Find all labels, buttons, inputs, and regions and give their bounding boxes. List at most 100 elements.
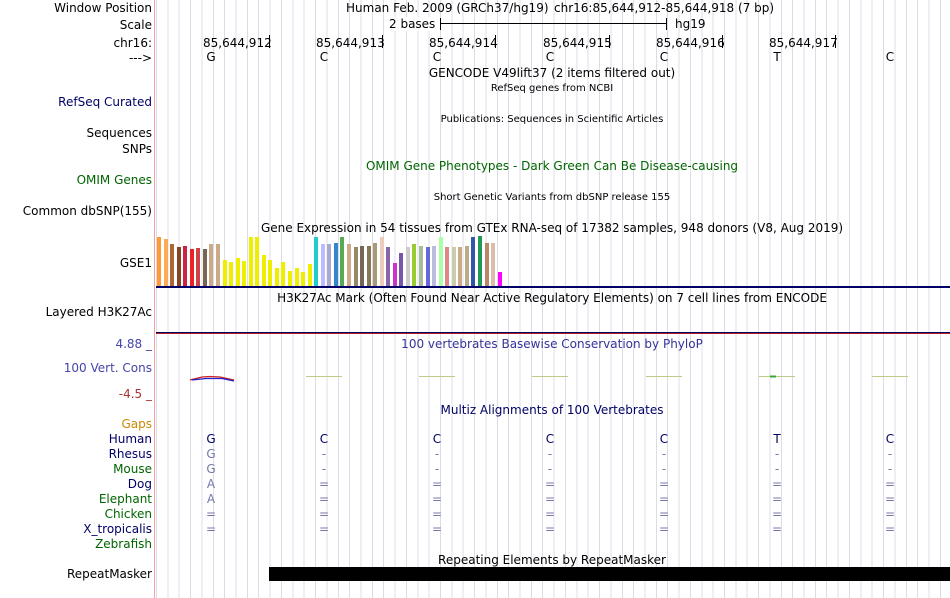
gtex-tissue-bar[interactable]: [202, 249, 207, 286]
gtex-track-title[interactable]: Gene Expression in 54 tissues from GTEx …: [260, 221, 844, 235]
alignment-base: =: [884, 522, 896, 536]
alignment-base: =: [771, 507, 783, 521]
gtex-tissue-bar[interactable]: [261, 255, 266, 286]
label-gse1[interactable]: GSE1: [119, 256, 152, 270]
repeatmasker-element[interactable]: [269, 567, 950, 581]
gtex-tissue-bar[interactable]: [392, 263, 397, 286]
gtex-tissue-bar[interactable]: [327, 244, 332, 286]
phylop-track-title[interactable]: 100 vertebrates Basewise Conservation by…: [401, 337, 703, 351]
gtex-tissue-bar[interactable]: [307, 264, 312, 286]
gtex-tissue-bar[interactable]: [301, 272, 306, 286]
base-letter: G: [206, 50, 216, 64]
label-repeatmasker[interactable]: RepeatMasker: [66, 567, 152, 581]
gtex-tissue-bar[interactable]: [386, 247, 391, 286]
gtex-tissue-bar[interactable]: [209, 244, 214, 286]
ruler-tick: [269, 35, 270, 48]
alignment-base: -: [661, 447, 667, 461]
gtex-tissue-bar[interactable]: [333, 243, 338, 286]
gtex-tissue-bar[interactable]: [445, 247, 450, 286]
label-chrom: chr16:: [113, 36, 152, 50]
multiz-track-title[interactable]: Multiz Alignments of 100 Vertebrates: [440, 403, 664, 417]
species-label[interactable]: Elephant: [98, 492, 152, 506]
species-label[interactable]: Zebrafish: [95, 537, 152, 551]
gtex-tissue-bar[interactable]: [320, 244, 325, 286]
gtex-tissue-bar[interactable]: [268, 260, 273, 286]
gtex-tissue-bar[interactable]: [360, 246, 365, 286]
gtex-tissue-bar[interactable]: [235, 258, 240, 286]
gtex-tissue-bar[interactable]: [432, 246, 437, 286]
gtex-tissue-bar[interactable]: [196, 248, 201, 286]
species-label[interactable]: Mouse: [113, 462, 152, 476]
gtex-tissue-bar[interactable]: [366, 246, 371, 286]
alignment-base: =: [884, 492, 896, 506]
gtex-tissue-bar[interactable]: [405, 247, 410, 286]
species-label[interactable]: Dog: [127, 477, 152, 491]
gtex-tissue-bar[interactable]: [314, 237, 319, 286]
repeatmasker-track-title[interactable]: Repeating Elements by RepeatMasker: [438, 553, 666, 567]
phylop-conservation-plot[interactable]: [156, 365, 950, 387]
gtex-tissue-bar[interactable]: [484, 243, 489, 286]
gtex-tissue-bar[interactable]: [255, 237, 260, 286]
label-gaps[interactable]: Gaps: [121, 417, 152, 431]
gtex-tissue-bar[interactable]: [163, 239, 168, 286]
label-cons-min: -4.5 _: [118, 387, 152, 401]
gtex-tissue-bar[interactable]: [274, 268, 279, 286]
gtex-tissue-bar[interactable]: [176, 247, 181, 286]
gtex-tissue-bar[interactable]: [281, 262, 286, 286]
gtex-tissue-bar[interactable]: [373, 243, 378, 286]
label-sequences[interactable]: Sequences: [86, 126, 152, 140]
gtex-tissue-bar[interactable]: [242, 261, 247, 286]
gtex-tissue-bar[interactable]: [229, 262, 234, 286]
gtex-tissue-bar[interactable]: [215, 244, 220, 286]
gtex-tissue-bar[interactable]: [464, 246, 469, 286]
alignment-base: =: [431, 522, 443, 536]
gtex-tissue-bar[interactable]: [458, 247, 463, 286]
gtex-tissue-bar[interactable]: [340, 237, 345, 286]
label-layered-h3k27ac[interactable]: Layered H3K27Ac: [45, 305, 152, 319]
dbsnp-track-title[interactable]: Short Genetic Variants from dbSNP releas…: [433, 192, 671, 203]
base-letter: C: [659, 50, 669, 64]
species-label[interactable]: X_tropicalis: [83, 522, 152, 536]
species-label[interactable]: Chicken: [104, 507, 152, 521]
gtex-tissue-bar[interactable]: [438, 237, 443, 286]
gtex-tissue-bar[interactable]: [412, 244, 417, 286]
h3k27ac-track-title[interactable]: H3K27Ac Mark (Often Found Near Active Re…: [277, 291, 827, 305]
gtex-baseline: [156, 286, 950, 288]
gtex-tissue-bar[interactable]: [471, 237, 476, 286]
gtex-bar-chart[interactable]: [156, 236, 950, 286]
gencode-track-title[interactable]: GENCODE V49lift37 (2 items filtered out): [428, 66, 676, 80]
gtex-tissue-bar[interactable]: [491, 243, 496, 286]
gtex-tissue-bar[interactable]: [477, 236, 482, 286]
species-label[interactable]: Rhesus: [108, 447, 152, 461]
scale-bar-right-end: [666, 18, 667, 30]
gtex-tissue-bar[interactable]: [399, 253, 404, 286]
label-strand: --->: [128, 51, 152, 65]
gtex-tissue-bar[interactable]: [222, 260, 227, 286]
gtex-tissue-bar[interactable]: [288, 271, 292, 286]
assembly-title: Human Feb. 2009 (GRCh37/hg19): [346, 1, 549, 15]
gtex-tissue-bar[interactable]: [425, 247, 430, 286]
gtex-tissue-bar[interactable]: [346, 244, 351, 286]
gtex-tissue-bar[interactable]: [183, 246, 188, 286]
gtex-tissue-bar[interactable]: [248, 237, 253, 286]
species-label[interactable]: Human: [108, 432, 152, 446]
label-snps[interactable]: SNPs: [122, 142, 152, 156]
gtex-tissue-bar[interactable]: [419, 246, 423, 286]
gtex-tissue-bar[interactable]: [170, 244, 175, 286]
publications-track-title[interactable]: Publications: Sequences in Scientific Ar…: [440, 114, 664, 125]
gtex-tissue-bar[interactable]: [451, 247, 456, 286]
gtex-tissue-bar[interactable]: [294, 268, 299, 286]
gtex-tissue-bar[interactable]: [379, 237, 384, 286]
alignment-base: =: [318, 477, 330, 491]
refseq-track-title[interactable]: RefSeq genes from NCBI: [490, 83, 614, 94]
alignment-base: =: [318, 492, 330, 506]
label-common-dbsnp[interactable]: Common dbSNP(155): [22, 204, 152, 218]
omim-track-title[interactable]: OMIM Gene Phenotypes - Dark Green Can Be…: [365, 159, 739, 173]
gtex-tissue-bar[interactable]: [353, 247, 358, 286]
gtex-tissue-bar[interactable]: [497, 272, 502, 286]
label-refseq-curated[interactable]: RefSeq Curated: [58, 95, 152, 109]
gtex-tissue-bar[interactable]: [189, 249, 194, 286]
label-omim-genes[interactable]: OMIM Genes: [76, 173, 152, 187]
gtex-tissue-bar[interactable]: [157, 237, 161, 286]
label-100-vert-cons[interactable]: 100 Vert. Cons: [63, 361, 152, 375]
